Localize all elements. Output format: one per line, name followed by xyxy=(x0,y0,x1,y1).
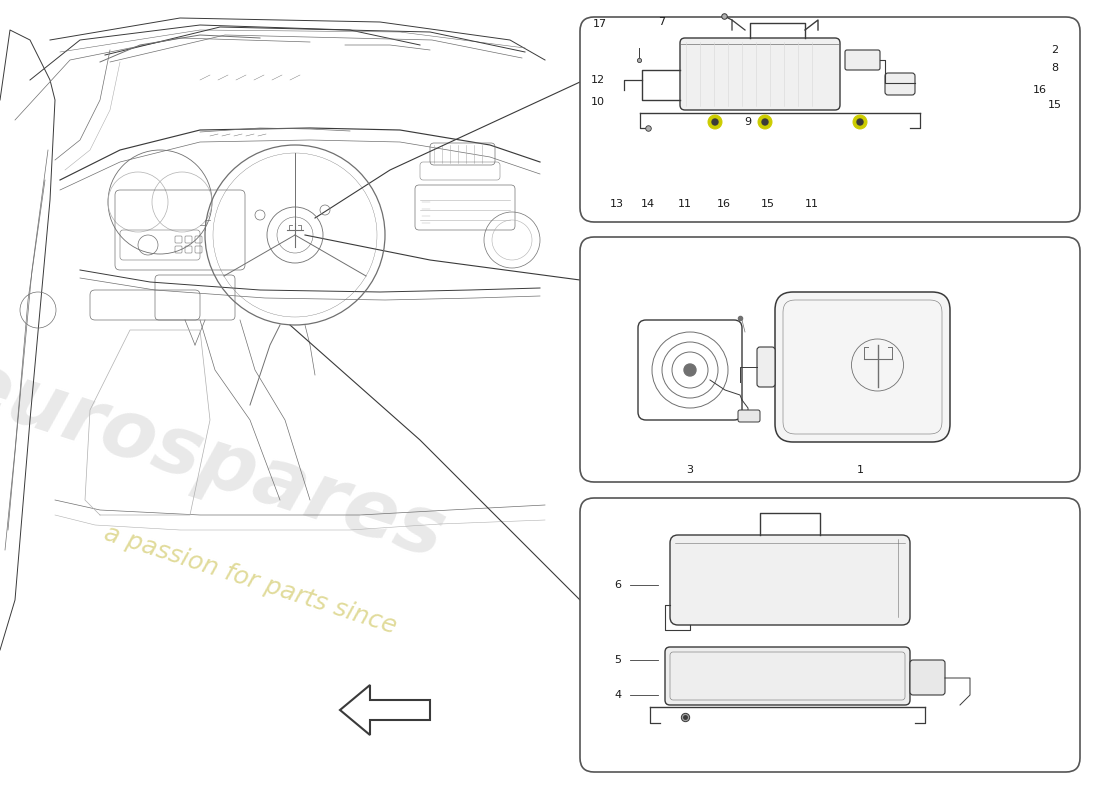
FancyBboxPatch shape xyxy=(886,73,915,95)
Text: 16: 16 xyxy=(1033,85,1047,95)
Text: 3: 3 xyxy=(686,465,693,475)
Text: 11: 11 xyxy=(805,199,820,209)
FancyBboxPatch shape xyxy=(738,410,760,422)
Circle shape xyxy=(857,119,864,125)
FancyBboxPatch shape xyxy=(580,237,1080,482)
Circle shape xyxy=(852,115,867,129)
Text: eurospares: eurospares xyxy=(0,344,454,576)
Text: 11: 11 xyxy=(678,199,692,209)
FancyBboxPatch shape xyxy=(845,50,880,70)
Text: 8: 8 xyxy=(1052,63,1058,73)
Text: 1: 1 xyxy=(857,465,864,475)
Text: 4: 4 xyxy=(615,690,622,700)
Text: 13: 13 xyxy=(610,199,624,209)
Text: 14: 14 xyxy=(641,199,656,209)
Text: 16: 16 xyxy=(717,199,732,209)
Circle shape xyxy=(708,115,722,129)
Text: 17: 17 xyxy=(593,19,607,29)
Text: 5: 5 xyxy=(615,655,622,665)
FancyBboxPatch shape xyxy=(670,535,910,625)
FancyBboxPatch shape xyxy=(680,38,840,110)
FancyBboxPatch shape xyxy=(666,647,910,705)
Text: 12: 12 xyxy=(591,75,605,85)
Text: 10: 10 xyxy=(591,97,605,107)
FancyBboxPatch shape xyxy=(776,292,950,442)
Circle shape xyxy=(758,115,772,129)
Text: 15: 15 xyxy=(761,199,776,209)
Text: a passion for parts since: a passion for parts since xyxy=(101,522,399,638)
FancyBboxPatch shape xyxy=(757,347,776,387)
Text: 9: 9 xyxy=(745,117,751,127)
Circle shape xyxy=(684,364,696,376)
Circle shape xyxy=(712,119,718,125)
FancyBboxPatch shape xyxy=(580,498,1080,772)
Text: 6: 6 xyxy=(615,580,622,590)
Circle shape xyxy=(762,119,768,125)
Text: 15: 15 xyxy=(1048,100,1062,110)
Text: 7: 7 xyxy=(659,17,666,27)
FancyBboxPatch shape xyxy=(580,17,1080,222)
Text: 2: 2 xyxy=(1052,45,1058,55)
FancyBboxPatch shape xyxy=(910,660,945,695)
